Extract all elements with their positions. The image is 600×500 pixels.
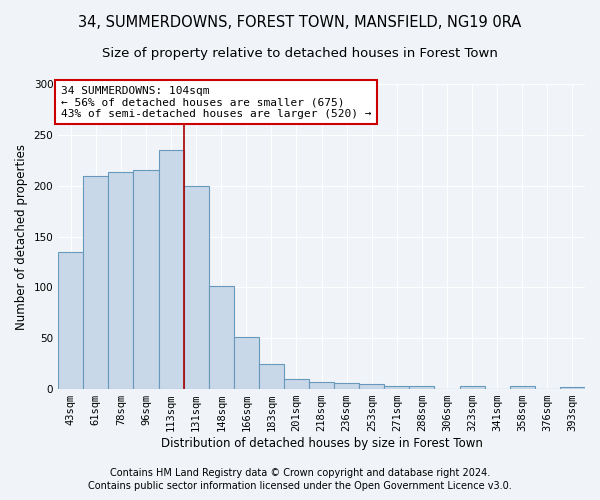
Bar	[234, 337, 259, 389]
Y-axis label: Number of detached properties: Number of detached properties	[15, 144, 28, 330]
Text: Contains public sector information licensed under the Open Government Licence v3: Contains public sector information licen…	[88, 481, 512, 491]
Text: Size of property relative to detached houses in Forest Town: Size of property relative to detached ho…	[102, 48, 498, 60]
Bar	[58, 252, 83, 389]
Bar	[83, 176, 109, 389]
Bar	[133, 170, 158, 389]
Text: 34, SUMMERDOWNS, FOREST TOWN, MANSFIELD, NG19 0RA: 34, SUMMERDOWNS, FOREST TOWN, MANSFIELD,…	[79, 15, 521, 30]
Bar	[109, 172, 133, 389]
X-axis label: Distribution of detached houses by size in Forest Town: Distribution of detached houses by size …	[161, 437, 482, 450]
Text: Contains HM Land Registry data © Crown copyright and database right 2024.: Contains HM Land Registry data © Crown c…	[110, 468, 490, 477]
Bar	[284, 379, 309, 389]
Bar	[385, 386, 409, 389]
Bar	[309, 382, 334, 389]
Bar	[510, 386, 535, 389]
Bar	[560, 387, 585, 389]
Bar	[184, 186, 209, 389]
Bar	[409, 386, 434, 389]
Bar	[209, 286, 234, 389]
Bar	[259, 364, 284, 389]
Bar	[334, 383, 359, 389]
Bar	[158, 150, 184, 389]
Bar	[460, 386, 485, 389]
Text: 34 SUMMERDOWNS: 104sqm
← 56% of detached houses are smaller (675)
43% of semi-de: 34 SUMMERDOWNS: 104sqm ← 56% of detached…	[61, 86, 371, 118]
Bar	[359, 384, 385, 389]
